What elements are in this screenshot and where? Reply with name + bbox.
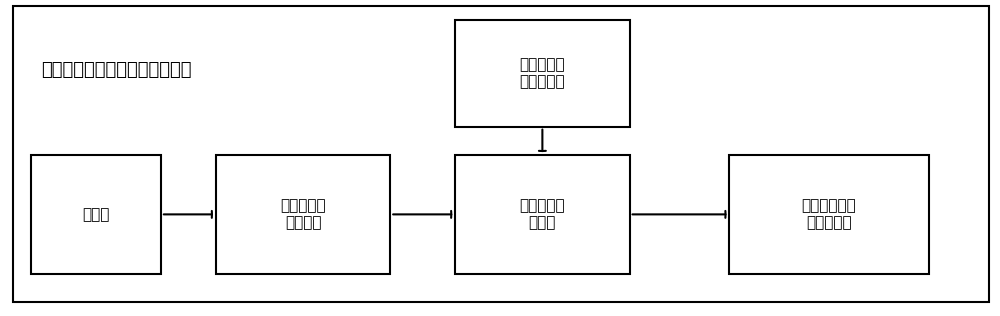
Text: 激励电力系统次同步振荡的装置: 激励电力系统次同步振荡的装置 bbox=[41, 61, 192, 79]
Text: 时变频率信
号发生器: 时变频率信 号发生器 bbox=[280, 198, 326, 231]
Bar bbox=[31, 155, 161, 274]
Text: 正弦波信号
发生器: 正弦波信号 发生器 bbox=[520, 198, 565, 231]
Text: 计数器: 计数器 bbox=[82, 207, 110, 222]
Bar bbox=[729, 155, 929, 274]
Text: 正弦波信号
幅值发生器: 正弦波信号 幅值发生器 bbox=[520, 57, 565, 90]
Bar bbox=[455, 20, 630, 127]
Bar bbox=[455, 155, 630, 274]
Text: 次同步频率的
正弦波信号: 次同步频率的 正弦波信号 bbox=[802, 198, 856, 231]
Bar bbox=[216, 155, 390, 274]
